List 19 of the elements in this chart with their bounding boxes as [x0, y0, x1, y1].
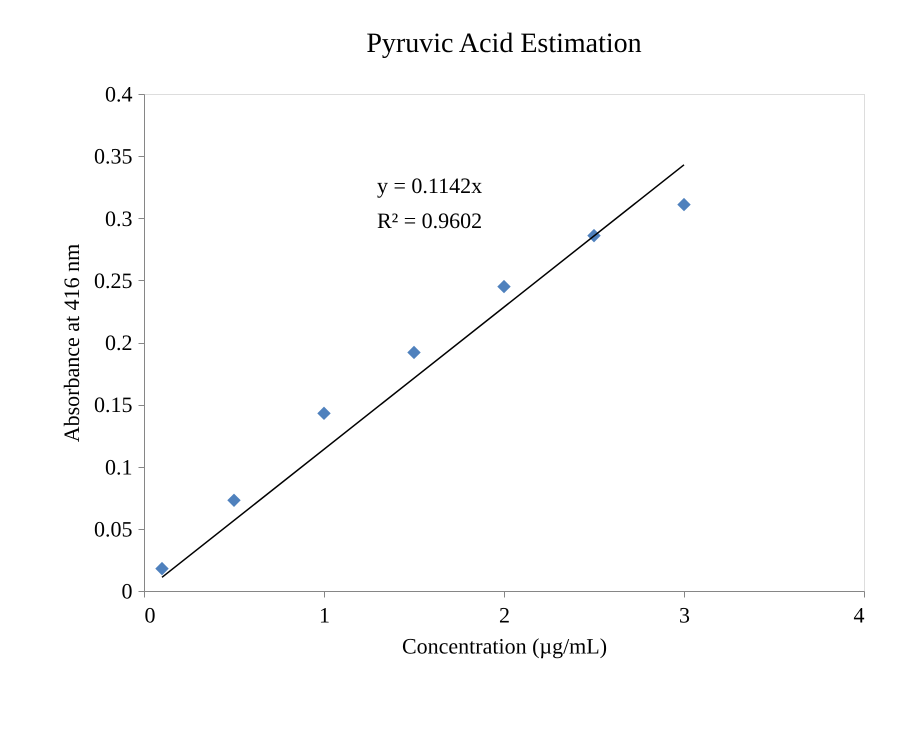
chart-title: Pyruvic Acid Estimation	[366, 28, 642, 59]
x-tick-label: 3	[679, 602, 690, 628]
y-tick-label: 0.25	[94, 268, 132, 293]
y-axis-title: Absorbance at 416 nm	[59, 244, 84, 442]
y-tick-label: 0.4	[105, 82, 132, 106]
x-axis-title: Concentration (µg/mL)	[402, 634, 608, 658]
y-tick-label: 0.05	[94, 516, 132, 542]
y-tick-label: 0.35	[94, 144, 132, 169]
x-tick-label: 0	[144, 602, 156, 628]
y-tick-label: 0	[122, 578, 132, 604]
annotation: y = 0.1142x	[377, 173, 482, 198]
y-tick-label: 0.3	[105, 206, 132, 231]
x-tick-label: 4	[854, 602, 864, 628]
y-tick-label: 0.15	[94, 392, 132, 418]
y-tick-label: 0.2	[105, 330, 132, 355]
x-tick-label: 2	[499, 602, 510, 628]
annotation: R² = 0.9602	[377, 208, 482, 233]
x-tick-label: 1	[319, 602, 330, 628]
y-tick-label: 0.1	[105, 454, 132, 480]
